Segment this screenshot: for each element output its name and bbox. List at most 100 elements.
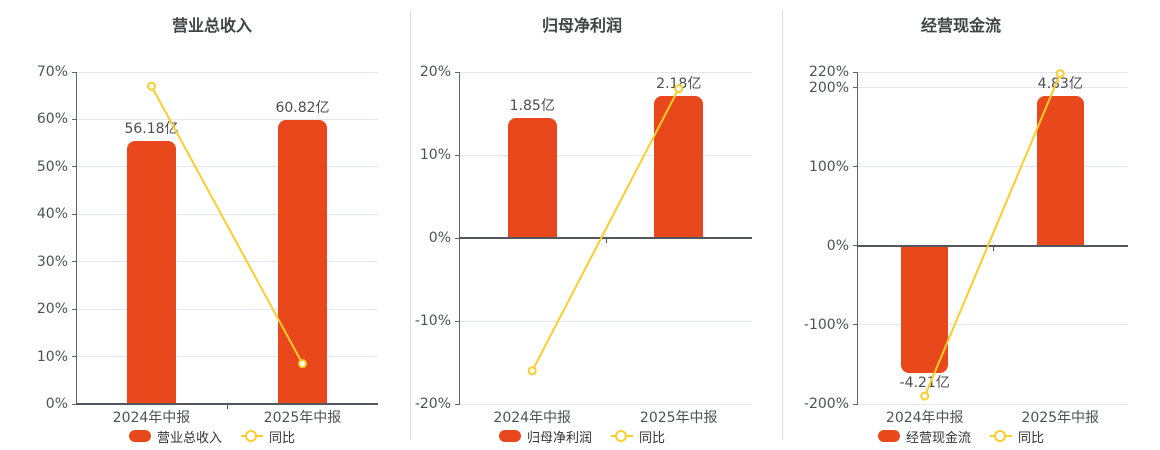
y-axis-tick (72, 356, 76, 358)
bar-value-label: 56.18亿 (124, 121, 179, 138)
y-axis-tick (72, 213, 76, 215)
y-axis-tick (72, 261, 76, 263)
y-tick-label: -20% (414, 396, 451, 412)
line-marker-icon (990, 430, 1012, 442)
y-axis-tick (853, 403, 857, 405)
x-axis-tick (605, 239, 607, 243)
legend-label: 同比 (269, 430, 296, 446)
bar-value-label: 2.18亿 (656, 76, 702, 93)
y-axis-tick (455, 154, 459, 156)
y-tick-label: -10% (414, 313, 451, 329)
bar (127, 141, 176, 404)
legend-label: 同比 (1018, 430, 1045, 446)
panel-revenue: 营业总收入 0% 10% 20% 30% 40% 50% 60% 70% 56.18亿 2024年… (0, 0, 410, 450)
bar-value-label: 1.85亿 (509, 97, 555, 114)
gridline (76, 71, 378, 73)
panel-divider (782, 10, 783, 440)
gridline (459, 320, 752, 322)
bar (901, 245, 949, 374)
legend-item-revenue[interactable]: 营业总收入 (128, 427, 222, 446)
gridline (76, 308, 378, 310)
gridline (76, 356, 378, 358)
legend-item-cash-flow[interactable]: 经营现金流 (877, 427, 971, 446)
y-tick-label: 70% (36, 64, 68, 80)
y-axis-tick (72, 308, 76, 310)
gridline (76, 261, 378, 263)
gridline (76, 166, 378, 168)
chart-title-revenue: 营业总收入 (171, 16, 253, 35)
line-dot (615, 430, 627, 442)
bar (1036, 95, 1084, 246)
x-category-label: 2024年中报 (493, 410, 572, 426)
y-tick-label: 50% (36, 158, 68, 175)
bar-swatch-icon (128, 430, 151, 442)
x-axis-zero-line (76, 403, 378, 405)
y-tick-label: 0% (45, 396, 68, 412)
bar (507, 117, 557, 238)
legend-label: 同比 (639, 430, 666, 446)
gridline (76, 118, 378, 120)
gridline (857, 324, 1128, 326)
y-axis-tick (455, 71, 459, 73)
y-tick-label: 100% (808, 158, 849, 175)
legend: 经营现金流 同比 (877, 427, 1044, 446)
y-tick-label: 200% (808, 79, 849, 96)
bar-value-label: 4.83亿 (1037, 75, 1083, 92)
x-category-label: 2025年中报 (263, 410, 342, 426)
line-dot (245, 430, 257, 442)
gridline (857, 87, 1128, 89)
y-tick-label: 10% (419, 147, 451, 163)
x-axis-tick (227, 405, 228, 409)
y-tick-label: 220% (808, 64, 849, 80)
legend-label: 经营现金流 (905, 430, 971, 446)
bar-value-label: -4.21亿 (899, 375, 950, 392)
y-axis-tick (853, 324, 857, 326)
x-category-label: 2024年中报 (885, 410, 964, 426)
y-axis-tick (72, 166, 76, 168)
panel-net-profit: 归母净利润 -20% -10% 0% 10% 20% 1.85亿 2024年中报 2.18亿 2… (410, 0, 782, 450)
gridline (459, 71, 752, 73)
y-tick-label: 0% (428, 230, 451, 246)
bar (654, 96, 704, 238)
y-axis-tick (455, 403, 459, 405)
x-category-label: 2024年中报 (112, 410, 191, 426)
y-tick-label: 40% (36, 206, 68, 223)
y-tick-label: 20% (419, 64, 451, 80)
y-tick-label: 10% (36, 348, 68, 365)
legend-item-yoy[interactable]: 同比 (990, 427, 1044, 446)
bar (278, 120, 327, 404)
legend-label: 营业总收入 (156, 430, 222, 446)
legend-item-yoy[interactable]: 同比 (611, 427, 665, 446)
y-tick-label: -200% (803, 396, 849, 412)
y-axis-tick (72, 403, 76, 405)
y-axis-tick (853, 166, 857, 168)
legend-label: 归母净利润 (526, 430, 592, 446)
legend: 营业总收入 同比 (128, 427, 295, 446)
x-category-label: 2025年中报 (639, 410, 718, 426)
y-axis-tick (72, 118, 76, 120)
x-category-label: 2025年中报 (1021, 410, 1100, 426)
y-tick-label: 60% (36, 111, 68, 128)
y-axis-tick (853, 245, 857, 247)
bar-swatch-icon (877, 430, 900, 442)
y-tick-label: 0% (826, 237, 849, 254)
legend-item-yoy[interactable]: 同比 (241, 427, 295, 446)
line-marker-icon (241, 430, 263, 442)
gridline (857, 166, 1128, 168)
y-axis-line (857, 72, 858, 405)
y-tick-label: 20% (36, 301, 68, 318)
chart-title-net-profit: 归母净利润 (541, 16, 623, 35)
y-tick-label: 30% (36, 253, 68, 270)
gridline (857, 403, 1128, 405)
y-axis-tick (853, 71, 857, 73)
legend: 归母净利润 同比 (498, 427, 665, 446)
x-axis-tick (992, 246, 994, 251)
panel-divider (410, 10, 411, 440)
y-axis-tick (455, 320, 459, 322)
line-marker-icon (611, 430, 633, 442)
legend-item-net-profit[interactable]: 归母净利润 (498, 427, 592, 446)
line-dot (994, 430, 1006, 442)
y-axis-tick (853, 87, 857, 89)
gridline (459, 154, 752, 156)
